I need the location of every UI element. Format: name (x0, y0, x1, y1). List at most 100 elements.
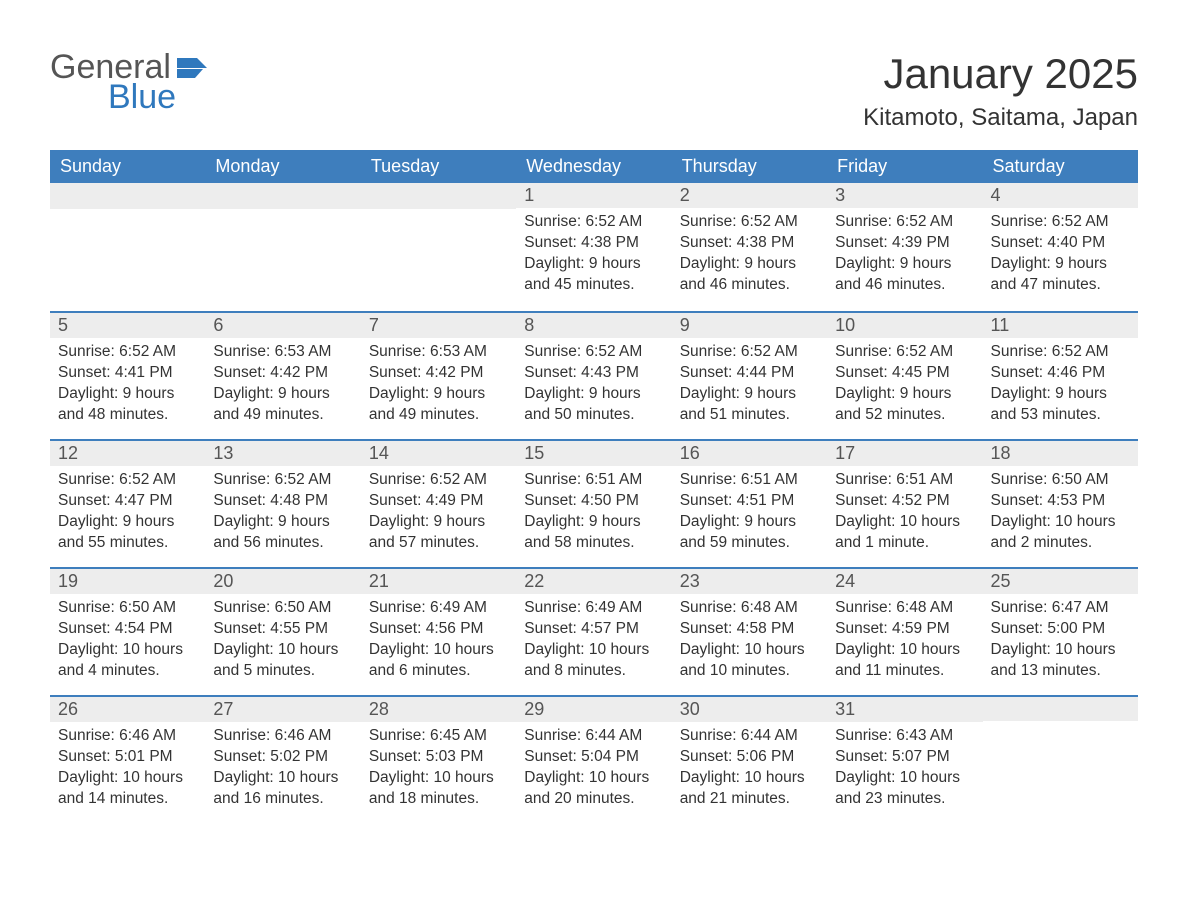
day-details: Sunrise: 6:52 AMSunset: 4:38 PMDaylight:… (672, 208, 827, 306)
day-details: Sunrise: 6:52 AMSunset: 4:45 PMDaylight:… (827, 338, 982, 436)
sunrise-label: Sunrise: (213, 343, 274, 360)
day-details: Sunrise: 6:45 AMSunset: 5:03 PMDaylight:… (361, 722, 516, 820)
sunset-line: Sunset: 4:47 PM (58, 491, 197, 512)
sunrise-line: Sunrise: 6:52 AM (213, 470, 352, 491)
day-details: Sunrise: 6:48 AMSunset: 4:58 PMDaylight:… (672, 594, 827, 692)
sunset-value: 4:59 PM (892, 620, 950, 637)
sunrise-label: Sunrise: (213, 599, 274, 616)
daylight-label: Daylight: (524, 513, 589, 530)
calendar-week-row: 26Sunrise: 6:46 AMSunset: 5:01 PMDayligh… (50, 695, 1138, 823)
calendar-day-cell: 19Sunrise: 6:50 AMSunset: 4:54 PMDayligh… (50, 567, 205, 695)
sunset-line: Sunset: 4:50 PM (524, 491, 663, 512)
sunset-value: 5:07 PM (892, 748, 950, 765)
daylight-line: Daylight: 10 hours and 18 minutes. (369, 768, 508, 810)
calendar-day-cell: 11Sunrise: 6:52 AMSunset: 4:46 PMDayligh… (983, 311, 1138, 439)
sunrise-label: Sunrise: (680, 727, 741, 744)
daylight-label: Daylight: (835, 255, 900, 272)
sunrise-label: Sunrise: (680, 471, 741, 488)
sunrise-line: Sunrise: 6:53 AM (213, 342, 352, 363)
day-details: Sunrise: 6:43 AMSunset: 5:07 PMDaylight:… (827, 722, 982, 820)
daylight-line: Daylight: 9 hours and 56 minutes. (213, 512, 352, 554)
sunset-value: 4:45 PM (892, 364, 950, 381)
daylight-label: Daylight: (524, 641, 589, 658)
sunset-line: Sunset: 5:07 PM (835, 747, 974, 768)
sunrise-line: Sunrise: 6:52 AM (58, 342, 197, 363)
daylight-line: Daylight: 10 hours and 5 minutes. (213, 640, 352, 682)
sunset-value: 4:46 PM (1047, 364, 1105, 381)
sunrise-label: Sunrise: (991, 343, 1052, 360)
sunset-label: Sunset: (991, 234, 1048, 251)
sunrise-value: 6:45 AM (430, 727, 487, 744)
sunrise-line: Sunrise: 6:52 AM (524, 212, 663, 233)
daylight-label: Daylight: (680, 769, 745, 786)
daylight-label: Daylight: (369, 513, 434, 530)
day-details: Sunrise: 6:44 AMSunset: 5:06 PMDaylight:… (672, 722, 827, 820)
day-number-bar: 22 (516, 567, 671, 594)
sunrise-label: Sunrise: (835, 727, 896, 744)
sunset-value: 5:04 PM (581, 748, 639, 765)
day-details: Sunrise: 6:52 AMSunset: 4:47 PMDaylight:… (50, 466, 205, 564)
daylight-line: Daylight: 9 hours and 57 minutes. (369, 512, 508, 554)
daylight-label: Daylight: (680, 641, 745, 658)
sunrise-line: Sunrise: 6:52 AM (680, 212, 819, 233)
sunrise-label: Sunrise: (524, 599, 585, 616)
calendar-empty-cell (205, 183, 360, 311)
sunrise-label: Sunrise: (835, 213, 896, 230)
daylight-label: Daylight: (835, 769, 900, 786)
sunset-label: Sunset: (680, 620, 737, 637)
sunset-label: Sunset: (835, 234, 892, 251)
day-number-bar: 15 (516, 439, 671, 466)
weekday-header: Monday (205, 150, 360, 183)
daylight-line: Daylight: 9 hours and 45 minutes. (524, 254, 663, 296)
daylight-label: Daylight: (991, 255, 1056, 272)
sunset-line: Sunset: 4:44 PM (680, 363, 819, 384)
calendar-day-cell: 31Sunrise: 6:43 AMSunset: 5:07 PMDayligh… (827, 695, 982, 823)
daylight-line: Daylight: 10 hours and 13 minutes. (991, 640, 1130, 682)
sunset-label: Sunset: (991, 620, 1048, 637)
sunrise-label: Sunrise: (58, 727, 119, 744)
day-number-bar: 2 (672, 183, 827, 208)
day-number-bar: 27 (205, 695, 360, 722)
sunset-line: Sunset: 4:56 PM (369, 619, 508, 640)
sunrise-line: Sunrise: 6:53 AM (369, 342, 508, 363)
daylight-label: Daylight: (213, 385, 278, 402)
daylight-label: Daylight: (835, 513, 900, 530)
daylight-line: Daylight: 9 hours and 46 minutes. (680, 254, 819, 296)
sunrise-line: Sunrise: 6:52 AM (369, 470, 508, 491)
sunrise-label: Sunrise: (991, 213, 1052, 230)
sunrise-line: Sunrise: 6:46 AM (213, 726, 352, 747)
sunset-label: Sunset: (369, 748, 426, 765)
sunset-line: Sunset: 4:40 PM (991, 233, 1130, 254)
daylight-line: Daylight: 10 hours and 2 minutes. (991, 512, 1130, 554)
daylight-line: Daylight: 10 hours and 6 minutes. (369, 640, 508, 682)
day-number-bar: 13 (205, 439, 360, 466)
sunset-line: Sunset: 5:03 PM (369, 747, 508, 768)
calendar-empty-cell (50, 183, 205, 311)
sunrise-value: 6:50 AM (275, 599, 332, 616)
sunrise-value: 6:52 AM (119, 343, 176, 360)
sunset-label: Sunset: (369, 620, 426, 637)
sunset-line: Sunset: 5:06 PM (680, 747, 819, 768)
sunrise-value: 6:48 AM (741, 599, 798, 616)
sunset-line: Sunset: 4:52 PM (835, 491, 974, 512)
sunrise-line: Sunrise: 6:51 AM (524, 470, 663, 491)
sunset-label: Sunset: (991, 492, 1048, 509)
calendar-day-cell: 22Sunrise: 6:49 AMSunset: 4:57 PMDayligh… (516, 567, 671, 695)
calendar-day-cell: 13Sunrise: 6:52 AMSunset: 4:48 PMDayligh… (205, 439, 360, 567)
day-number-bar: 30 (672, 695, 827, 722)
daylight-label: Daylight: (524, 769, 589, 786)
sunrise-line: Sunrise: 6:46 AM (58, 726, 197, 747)
daylight-line: Daylight: 10 hours and 16 minutes. (213, 768, 352, 810)
day-number-bar: 21 (361, 567, 516, 594)
sunrise-label: Sunrise: (369, 343, 430, 360)
calendar-day-cell: 10Sunrise: 6:52 AMSunset: 4:45 PMDayligh… (827, 311, 982, 439)
daylight-label: Daylight: (213, 641, 278, 658)
day-number-bar: 11 (983, 311, 1138, 338)
sunset-line: Sunset: 4:42 PM (369, 363, 508, 384)
daylight-line: Daylight: 9 hours and 48 minutes. (58, 384, 197, 426)
sunrise-label: Sunrise: (524, 213, 585, 230)
daylight-line: Daylight: 9 hours and 46 minutes. (835, 254, 974, 296)
daylight-line: Daylight: 10 hours and 23 minutes. (835, 768, 974, 810)
sunrise-line: Sunrise: 6:52 AM (680, 342, 819, 363)
day-number-bar: 5 (50, 311, 205, 338)
